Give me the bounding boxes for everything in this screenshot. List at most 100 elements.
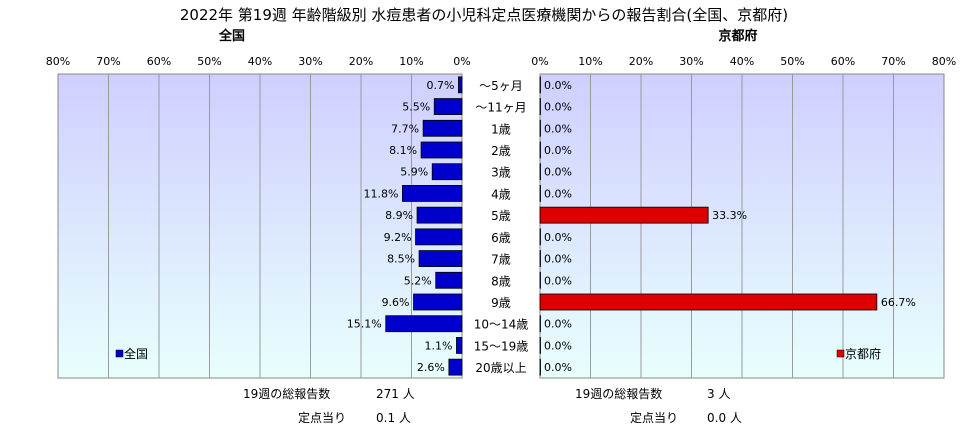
age-category-label: 15～19歳 xyxy=(474,339,529,353)
national-bar-label: 11.8% xyxy=(363,187,398,200)
national-bar-label: 5.5% xyxy=(402,101,430,114)
kyoto-bar-label: 0.0% xyxy=(544,361,572,374)
kyoto-bar xyxy=(539,250,541,267)
national-bar-label: 8.1% xyxy=(389,144,417,157)
national-bar xyxy=(415,228,463,246)
kyoto-x-tick: 20% xyxy=(629,55,653,68)
national-bar-label: 7.7% xyxy=(391,122,419,135)
kyoto-x-tick: 50% xyxy=(780,55,804,68)
chart-title: 2022年 第19週 年齢階級別 水痘患者の小児科定点医療機関からの報告割合(全… xyxy=(180,6,788,24)
age-category-label: 8歳 xyxy=(491,274,511,288)
age-category-label: 3歳 xyxy=(491,166,511,180)
kyoto-x-tick: 40% xyxy=(730,55,754,68)
kyoto-legend-label: 京都府 xyxy=(845,346,881,361)
kyoto-bar-label: 0.0% xyxy=(544,231,572,244)
national-x-tick: 40% xyxy=(248,55,272,68)
kyoto-per-label: 定点当り xyxy=(630,410,678,425)
kyoto-bar xyxy=(539,141,541,159)
kyoto-x-tick: 30% xyxy=(679,55,703,68)
national-bar xyxy=(420,141,463,159)
national-gridlines xyxy=(108,74,412,378)
kyoto-bar xyxy=(539,119,541,137)
age-category-label: 2歳 xyxy=(491,144,511,158)
age-category-labels: ～5ヶ月 ～11ヶ月 1歳 2歳 3歳 4歳 5歳 6歳 7歳 8歳 9歳 10～14歳 15～19歳 2… xyxy=(474,79,529,375)
national-bar xyxy=(431,163,463,181)
national-x-tick: 70% xyxy=(96,55,120,68)
kyoto-bar xyxy=(539,206,709,224)
kyoto-x-tick: 0% xyxy=(531,55,548,68)
national-bar xyxy=(385,315,463,333)
kyoto-per-value: 0.0 人 xyxy=(707,411,742,425)
kyoto-x-axis-ticks: 0% 10% 20% 30% 40% 50% 60% 70% 80% xyxy=(531,55,956,68)
kyoto-x-tick: 70% xyxy=(881,55,905,68)
age-category-label: 4歳 xyxy=(491,187,511,201)
national-bar-label: 9.2% xyxy=(384,231,412,244)
national-bar xyxy=(458,76,463,94)
national-per-label: 定点当り xyxy=(298,410,346,425)
national-per-value: 0.1 人 xyxy=(376,411,411,425)
age-category-label: 1歳 xyxy=(491,122,511,136)
national-bar-label: 8.5% xyxy=(387,253,415,266)
kyoto-bar-label: 0.0% xyxy=(544,339,572,352)
kyoto-bar-label: 66.7% xyxy=(881,296,916,309)
national-legend: 全国 xyxy=(115,346,148,361)
kyoto-bar xyxy=(539,76,541,94)
kyoto-bar-label: 0.0% xyxy=(544,166,572,179)
age-category-label: 9歳 xyxy=(491,296,511,310)
national-x-tick: 60% xyxy=(147,55,171,68)
national-subtitle: 全国 xyxy=(218,28,245,44)
national-x-tick: 10% xyxy=(399,55,423,68)
kyoto-legend-swatch xyxy=(836,349,845,358)
national-legend-label: 全国 xyxy=(124,346,148,361)
kyoto-bar xyxy=(539,185,541,202)
kyoto-bar xyxy=(539,271,541,289)
national-bar xyxy=(422,119,463,137)
age-category-label: ～5ヶ月 xyxy=(479,79,523,93)
kyoto-bar-label: 0.0% xyxy=(544,122,572,135)
kyoto-subtitle: 京都府 xyxy=(718,28,757,44)
kyoto-bar xyxy=(539,358,541,376)
kyoto-bar-label: 0.0% xyxy=(544,318,572,331)
national-bar xyxy=(413,293,463,311)
kyoto-bar-label: 33.3% xyxy=(712,209,747,222)
kyoto-bar-label: 0.0% xyxy=(544,101,572,114)
national-x-tick: 20% xyxy=(349,55,373,68)
national-x-axis-ticks: 80% 70% 60% 50% 40% 30% 20% 10% 0% xyxy=(46,55,471,68)
national-bar xyxy=(456,337,463,354)
national-bar-label: 5.2% xyxy=(404,274,432,287)
national-bar-label: 2.6% xyxy=(417,361,445,374)
national-x-tick: 0% xyxy=(453,55,470,68)
national-x-tick: 50% xyxy=(197,55,221,68)
kyoto-bars: 0.0% 0.0% 0.0% 0.0% 0.0% 0.0% 33.3% 0.0% 0.0% 0.0… xyxy=(539,76,916,376)
national-total-value: 271 人 xyxy=(376,387,415,401)
national-total-label: 19週の総報告数 xyxy=(243,386,330,401)
kyoto-bar-label: 0.0% xyxy=(544,253,572,266)
national-bar-label: 0.7% xyxy=(427,79,455,92)
kyoto-x-tick: 10% xyxy=(578,55,602,68)
national-x-tick: 80% xyxy=(46,55,70,68)
kyoto-footer: 19週の総報告数 3 人 定点当り 0.0 人 xyxy=(575,386,742,425)
national-bars: 0.7% 5.5% 7.7% 8.1% 5.9%11.8% 8.9% 9.2% 8.5% 5.2… xyxy=(347,76,463,376)
national-bar xyxy=(402,185,463,202)
age-category-label: 10～14歳 xyxy=(474,318,529,332)
national-bar xyxy=(433,98,463,115)
national-x-tick: 30% xyxy=(298,55,322,68)
kyoto-gridlines xyxy=(590,74,894,378)
kyoto-x-tick: 80% xyxy=(932,55,956,68)
kyoto-bar-label: 0.0% xyxy=(544,144,572,157)
national-bar-label: 1.1% xyxy=(424,339,452,352)
national-bar xyxy=(435,271,463,289)
national-bar-label: 5.9% xyxy=(400,166,428,179)
kyoto-bar-label: 0.0% xyxy=(544,187,572,200)
national-legend-swatch xyxy=(115,349,124,358)
national-bar-label: 8.9% xyxy=(385,209,413,222)
kyoto-legend: 京都府 xyxy=(836,346,881,361)
kyoto-total-label: 19週の総報告数 xyxy=(575,386,662,401)
age-category-label: 6歳 xyxy=(491,231,511,245)
national-bar-label: 15.1% xyxy=(347,318,382,331)
national-bar xyxy=(416,206,463,224)
kyoto-bar xyxy=(539,163,541,181)
national-bar xyxy=(448,358,463,376)
kyoto-bar xyxy=(539,293,878,311)
national-bar-label: 9.6% xyxy=(382,296,410,309)
